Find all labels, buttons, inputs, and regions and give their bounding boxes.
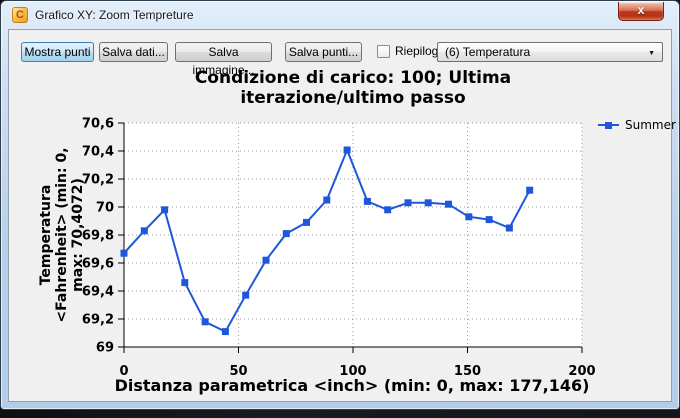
y-tick-label: 69,6 [82,257,114,272]
y-axis-label: Temperatura <Fahrenheit> (min: 0, max: 7… [38,147,86,323]
chart-title-line1: Condizione di carico: 100; Ultima [194,68,512,88]
chart-title: Condizione di carico: 100; Ultima iteraz… [153,68,553,108]
chart-title-line2: iterazione/ultimo passo [240,88,466,108]
plot-marker [201,318,209,326]
plot-marker [424,199,432,207]
summary-checkbox[interactable] [377,45,390,58]
plot-marker [343,146,351,154]
close-icon: x [637,3,645,17]
show-points-button[interactable]: Mostra punti [21,42,94,62]
legend-marker-icon [598,121,619,130]
y-tick-label: 69,2 [82,313,114,328]
plot-marker [282,230,290,238]
plot-marker [505,224,513,232]
plot-marker [363,197,371,205]
x-tick-label: 150 [454,364,481,379]
plot-marker [262,256,270,264]
close-button[interactable]: x [618,2,664,21]
legend-label: Summer [625,118,676,132]
title-bar[interactable]: C Grafico XY: Zoom Tempreture x [1,1,679,29]
plot-marker [404,199,412,207]
save-data-button[interactable]: Salva dati... [99,42,168,62]
plot-marker [526,186,534,194]
app-icon: C [12,7,28,23]
plot-marker [384,206,392,214]
chevron-down-icon: ▼ [648,50,655,57]
plot-area: 69 69,2 69,4 69,6 69,8 70 70,2 70,4 70,6 0 50 100 15… [82,117,596,380]
plot-marker [445,200,452,208]
plot-marker [161,206,169,214]
x-axis-label: Distanza parametrica <inch> (min: 0, max… [114,376,590,395]
series-dropdown-value: (6) Temperatura [445,45,531,59]
x-tick-label: 200 [568,364,595,379]
y-tick-label: 70 [96,201,114,216]
y-tick-label: 69,8 [82,229,114,244]
series-dropdown[interactable]: (6) Temperatura ▼ [437,42,663,62]
y-tick-label: 70,4 [82,145,114,160]
save-image-button[interactable]: Salva immagine... [175,42,272,77]
plot-marker [323,196,331,204]
plot-marker [485,216,493,224]
x-tick-label: 0 [119,364,128,379]
window-title: Grafico XY: Zoom Tempreture [35,8,194,22]
plot-marker [465,213,473,221]
plot-marker [221,328,229,336]
plot-marker [120,249,128,257]
y-tick-label: 69 [96,341,114,356]
plot-marker [140,227,148,235]
save-points-button[interactable]: Salva punti... [285,42,362,62]
x-tick-label: 100 [339,364,366,379]
plot-marker [242,291,250,299]
summary-checkbox-label: Riepilogo [395,44,446,58]
x-tick-label: 50 [229,364,247,379]
plot-marker [303,218,310,226]
window-content: Mostra punti Salva dati... Salva immagin… [8,29,676,402]
legend: Summer [598,118,676,132]
y-tick-label: 69,4 [82,285,114,300]
plot-marker [181,279,189,287]
y-tick-label: 70,2 [82,173,114,188]
y-tick-label: 70,6 [82,117,114,132]
